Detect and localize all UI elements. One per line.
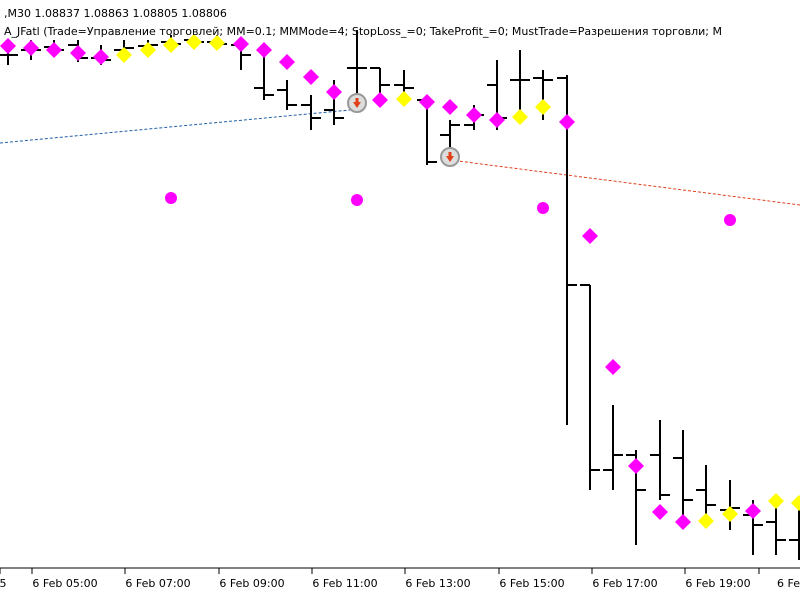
- diamond-marker: [140, 42, 156, 58]
- diamond-marker: [628, 458, 644, 474]
- diamond-marker: [722, 506, 738, 522]
- diamond-marker: [326, 84, 342, 100]
- time-label: 6 Feb 07:00: [125, 577, 190, 590]
- diamond-marker: [23, 40, 39, 56]
- diamond-marker: [698, 513, 714, 529]
- time-label: 6 Feb 11:00: [312, 577, 377, 590]
- dot-marker: [724, 214, 736, 226]
- diamond-marker: [303, 69, 319, 85]
- diamond-marker: [372, 92, 388, 108]
- diamond-marker: [466, 107, 482, 123]
- trend-line-blue: [0, 109, 351, 144]
- trend-line-red: [449, 159, 800, 206]
- diamond-marker: [535, 99, 551, 115]
- diamond-marker: [70, 45, 86, 61]
- diamond-marker: [163, 37, 179, 53]
- diamond-marker: [512, 109, 528, 125]
- trade-arrow: [446, 152, 454, 162]
- diamond-marker: [675, 514, 691, 530]
- diamond-marker: [233, 36, 249, 52]
- time-label: 6 Feb 19:00: [685, 577, 750, 590]
- diamond-marker: [768, 493, 784, 509]
- diamond-marker: [559, 114, 575, 130]
- diamond-marker: [582, 228, 598, 244]
- time-label: 6 Feb 17:00: [592, 577, 657, 590]
- time-label: 6 Feb: [777, 577, 800, 590]
- trade-arrow: [353, 98, 361, 108]
- diamond-marker: [256, 42, 272, 58]
- diamond-marker: [419, 94, 435, 110]
- diamond-marker: [0, 38, 16, 54]
- time-label: 6 Feb 13:00: [405, 577, 470, 590]
- diamond-marker: [791, 495, 800, 511]
- indicator-marks: [0, 34, 800, 530]
- dot-marker: [537, 202, 549, 214]
- diamond-marker: [652, 504, 668, 520]
- diamond-marker: [745, 503, 761, 519]
- expert-line: A_JFatl (Trade=Управление торговлей; MM=…: [4, 25, 722, 38]
- diamond-marker: [605, 359, 621, 375]
- time-label: 6 Feb 05:00: [32, 577, 97, 590]
- time-label: 6 Feb 09:00: [219, 577, 284, 590]
- diamond-marker: [396, 91, 412, 107]
- diamond-marker: [279, 54, 295, 70]
- diamond-marker: [209, 35, 225, 51]
- diamond-marker: [489, 112, 505, 128]
- diamond-marker: [186, 34, 202, 50]
- diamond-marker: [46, 42, 62, 58]
- dot-marker: [351, 194, 363, 206]
- diamond-marker: [93, 49, 109, 65]
- time-label: 6 Feb 15:00: [499, 577, 564, 590]
- time-axis: 5 6 Feb 05:00 6 Feb 07:00 6 Feb 09:00 6 Feb …: [0, 568, 800, 590]
- symbol-line: ,M30 1.08837 1.08863 1.08805 1.08806: [4, 7, 227, 20]
- diamond-marker: [116, 47, 132, 63]
- diamond-marker: [442, 99, 458, 115]
- dot-marker: [165, 192, 177, 204]
- time-label: 5: [0, 577, 7, 590]
